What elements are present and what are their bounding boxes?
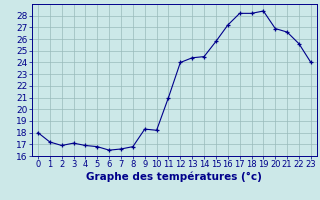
X-axis label: Graphe des températures (°c): Graphe des températures (°c) [86,172,262,182]
